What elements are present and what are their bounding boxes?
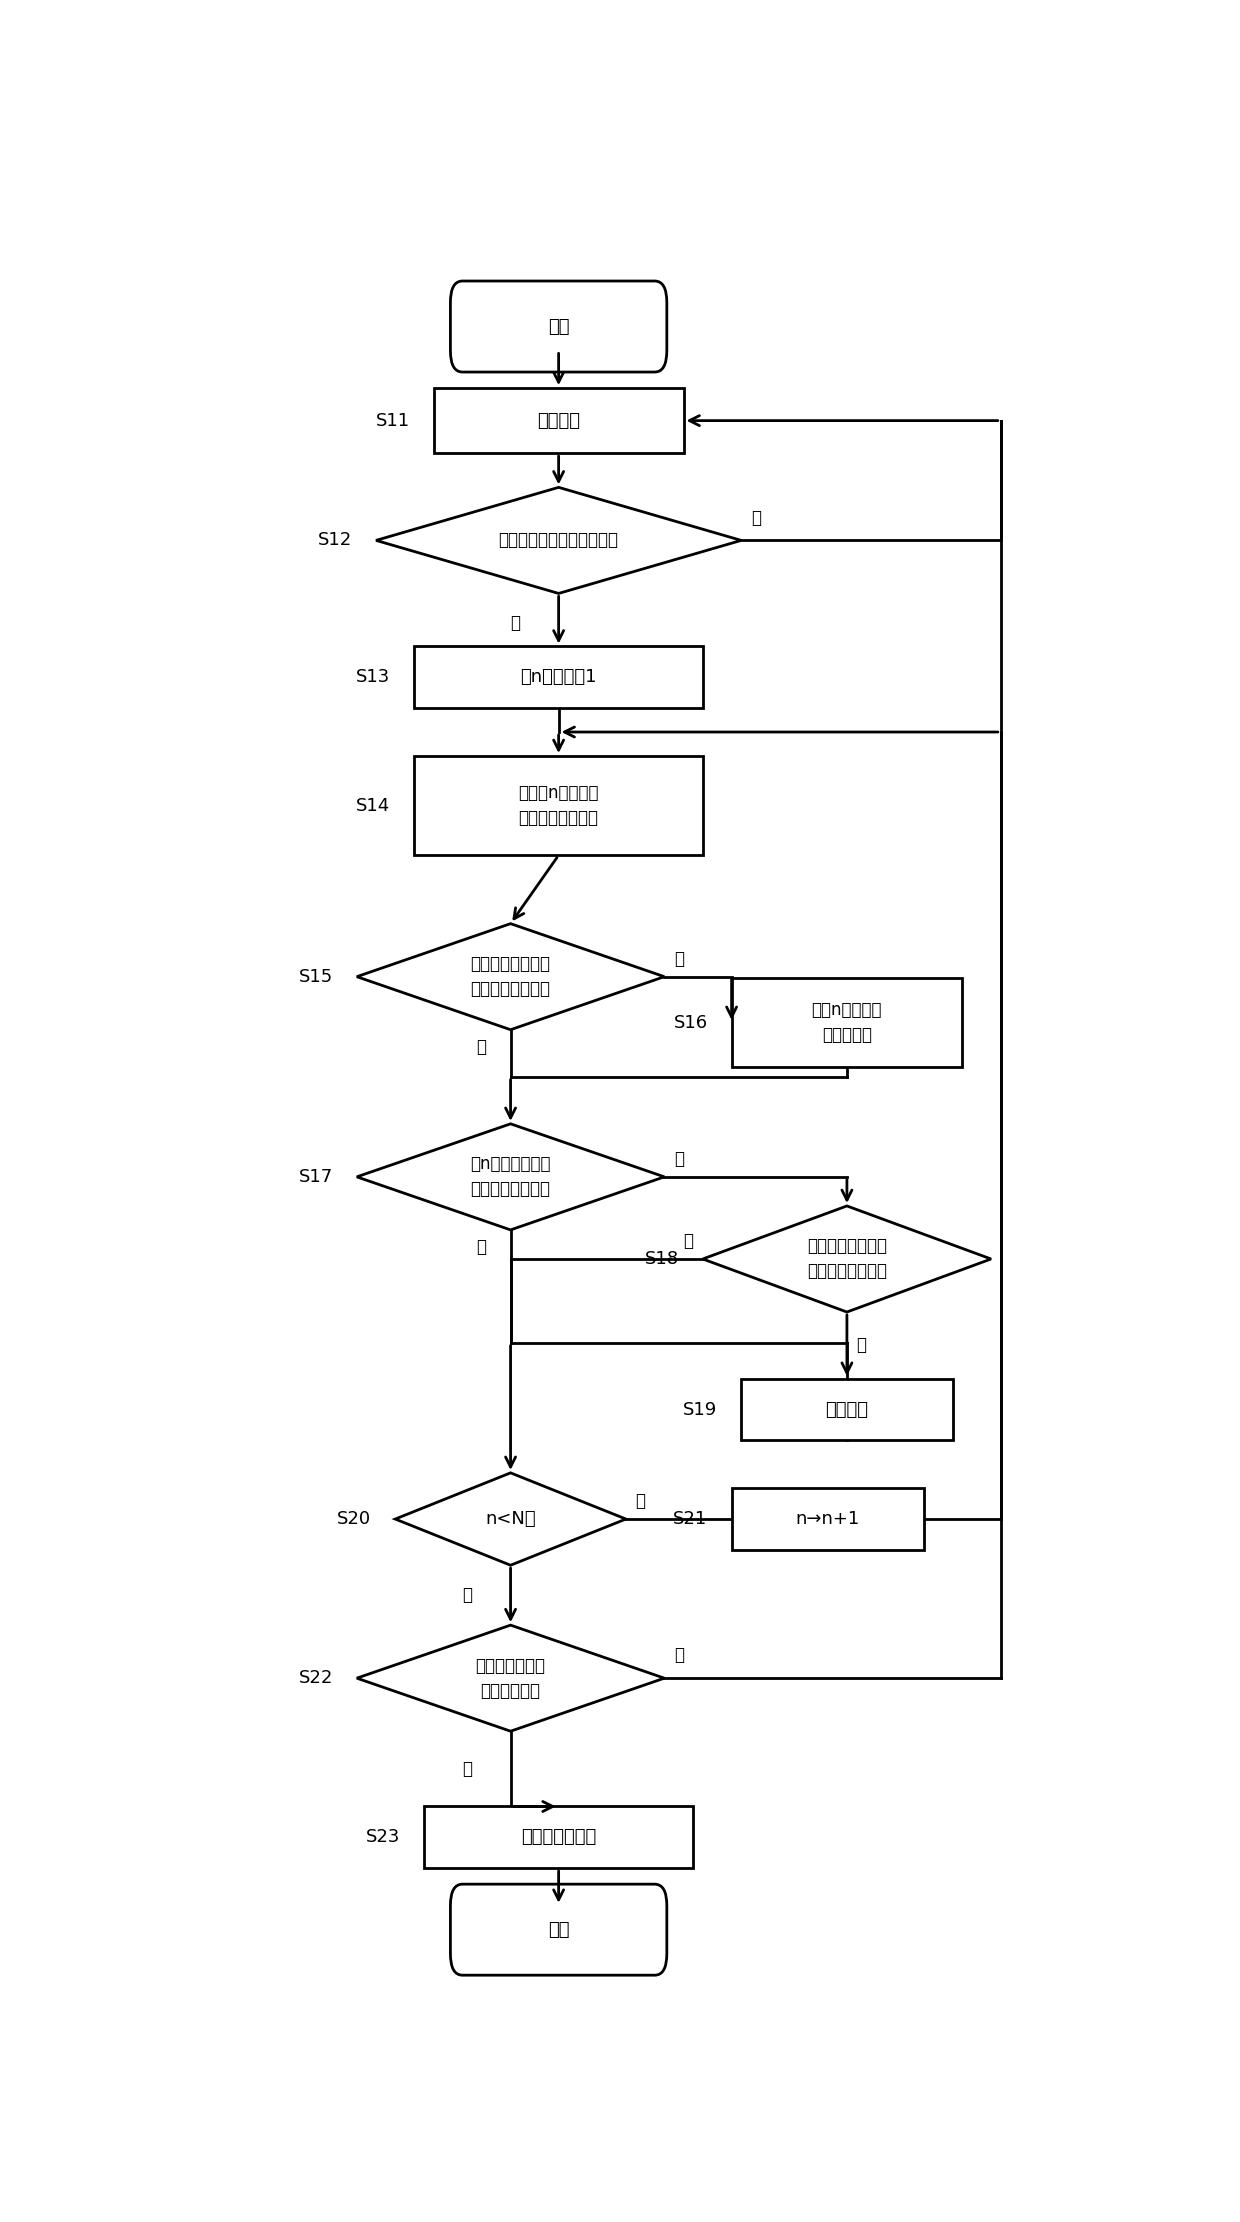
Text: 检测第n个单体电
池的单体电池电压: 检测第n个单体电 池的单体电池电压 (518, 784, 599, 827)
Text: 第n个单体电池是
否为放电处理中？: 第n个单体电池是 否为放电处理中？ (470, 1155, 551, 1198)
Text: 对第n个单体电
池进行放电: 对第n个单体电 池进行放电 (812, 1002, 882, 1044)
Text: 是: 是 (675, 951, 684, 969)
Text: 否: 否 (675, 1647, 684, 1664)
Text: S18: S18 (645, 1251, 678, 1269)
FancyBboxPatch shape (450, 280, 667, 371)
Text: 是: 是 (857, 1335, 867, 1355)
Polygon shape (357, 1124, 665, 1231)
Text: 是: 是 (463, 1760, 472, 1778)
Polygon shape (357, 1624, 665, 1731)
Text: 开始: 开始 (548, 318, 569, 336)
Text: 单体电池电压是否
为第一阈值以上？: 单体电池电压是否 为第一阈值以上？ (470, 955, 551, 998)
Text: S19: S19 (683, 1400, 717, 1418)
Text: 否: 否 (476, 1238, 486, 1255)
Text: S16: S16 (673, 1013, 708, 1031)
Polygon shape (703, 1207, 991, 1311)
Bar (732, 978, 962, 1067)
Text: 全部单体电池是
否充电完成？: 全部单体电池是 否充电完成？ (476, 1658, 546, 1700)
Text: 放电结束: 放电结束 (826, 1400, 868, 1418)
Text: n→n+1: n→n+1 (796, 1511, 859, 1529)
Text: 否: 否 (476, 1038, 486, 1055)
Polygon shape (376, 487, 742, 593)
Text: 充电动作的结束: 充电动作的结束 (521, 1829, 596, 1846)
Text: 将n初始化为1: 将n初始化为1 (521, 669, 596, 687)
Text: 否: 否 (683, 1233, 693, 1251)
Text: S22: S22 (299, 1669, 332, 1686)
Bar (424, 1806, 693, 1869)
Polygon shape (357, 924, 665, 1029)
Text: S21: S21 (673, 1511, 708, 1529)
Text: S23: S23 (366, 1829, 401, 1846)
Bar (742, 1378, 952, 1440)
Text: 是: 是 (463, 1587, 472, 1604)
Polygon shape (396, 1473, 626, 1564)
Text: S14: S14 (356, 795, 391, 815)
Text: 否: 否 (635, 1493, 646, 1511)
Text: S13: S13 (356, 669, 391, 687)
Text: 均等化控制条件是否成立？: 均等化控制条件是否成立？ (498, 531, 619, 549)
Text: n<N？: n<N？ (485, 1511, 536, 1529)
Text: 是: 是 (510, 613, 521, 631)
Text: 否: 否 (751, 509, 761, 527)
Text: 充电动作: 充电动作 (537, 411, 580, 429)
Text: S20: S20 (337, 1511, 371, 1529)
Bar (414, 647, 703, 709)
Bar (414, 755, 703, 855)
Bar (434, 389, 683, 453)
Text: S17: S17 (299, 1169, 332, 1187)
Text: S15: S15 (299, 967, 332, 987)
Text: 结束: 结束 (548, 1920, 569, 1938)
Text: S11: S11 (376, 411, 409, 429)
Text: S12: S12 (317, 531, 352, 549)
FancyBboxPatch shape (450, 1884, 667, 1975)
Bar (732, 1489, 924, 1551)
Text: 是: 是 (675, 1151, 684, 1169)
Text: 单体电池电压是否
为第二阈值以下？: 单体电池电压是否 为第二阈值以下？ (807, 1238, 887, 1280)
